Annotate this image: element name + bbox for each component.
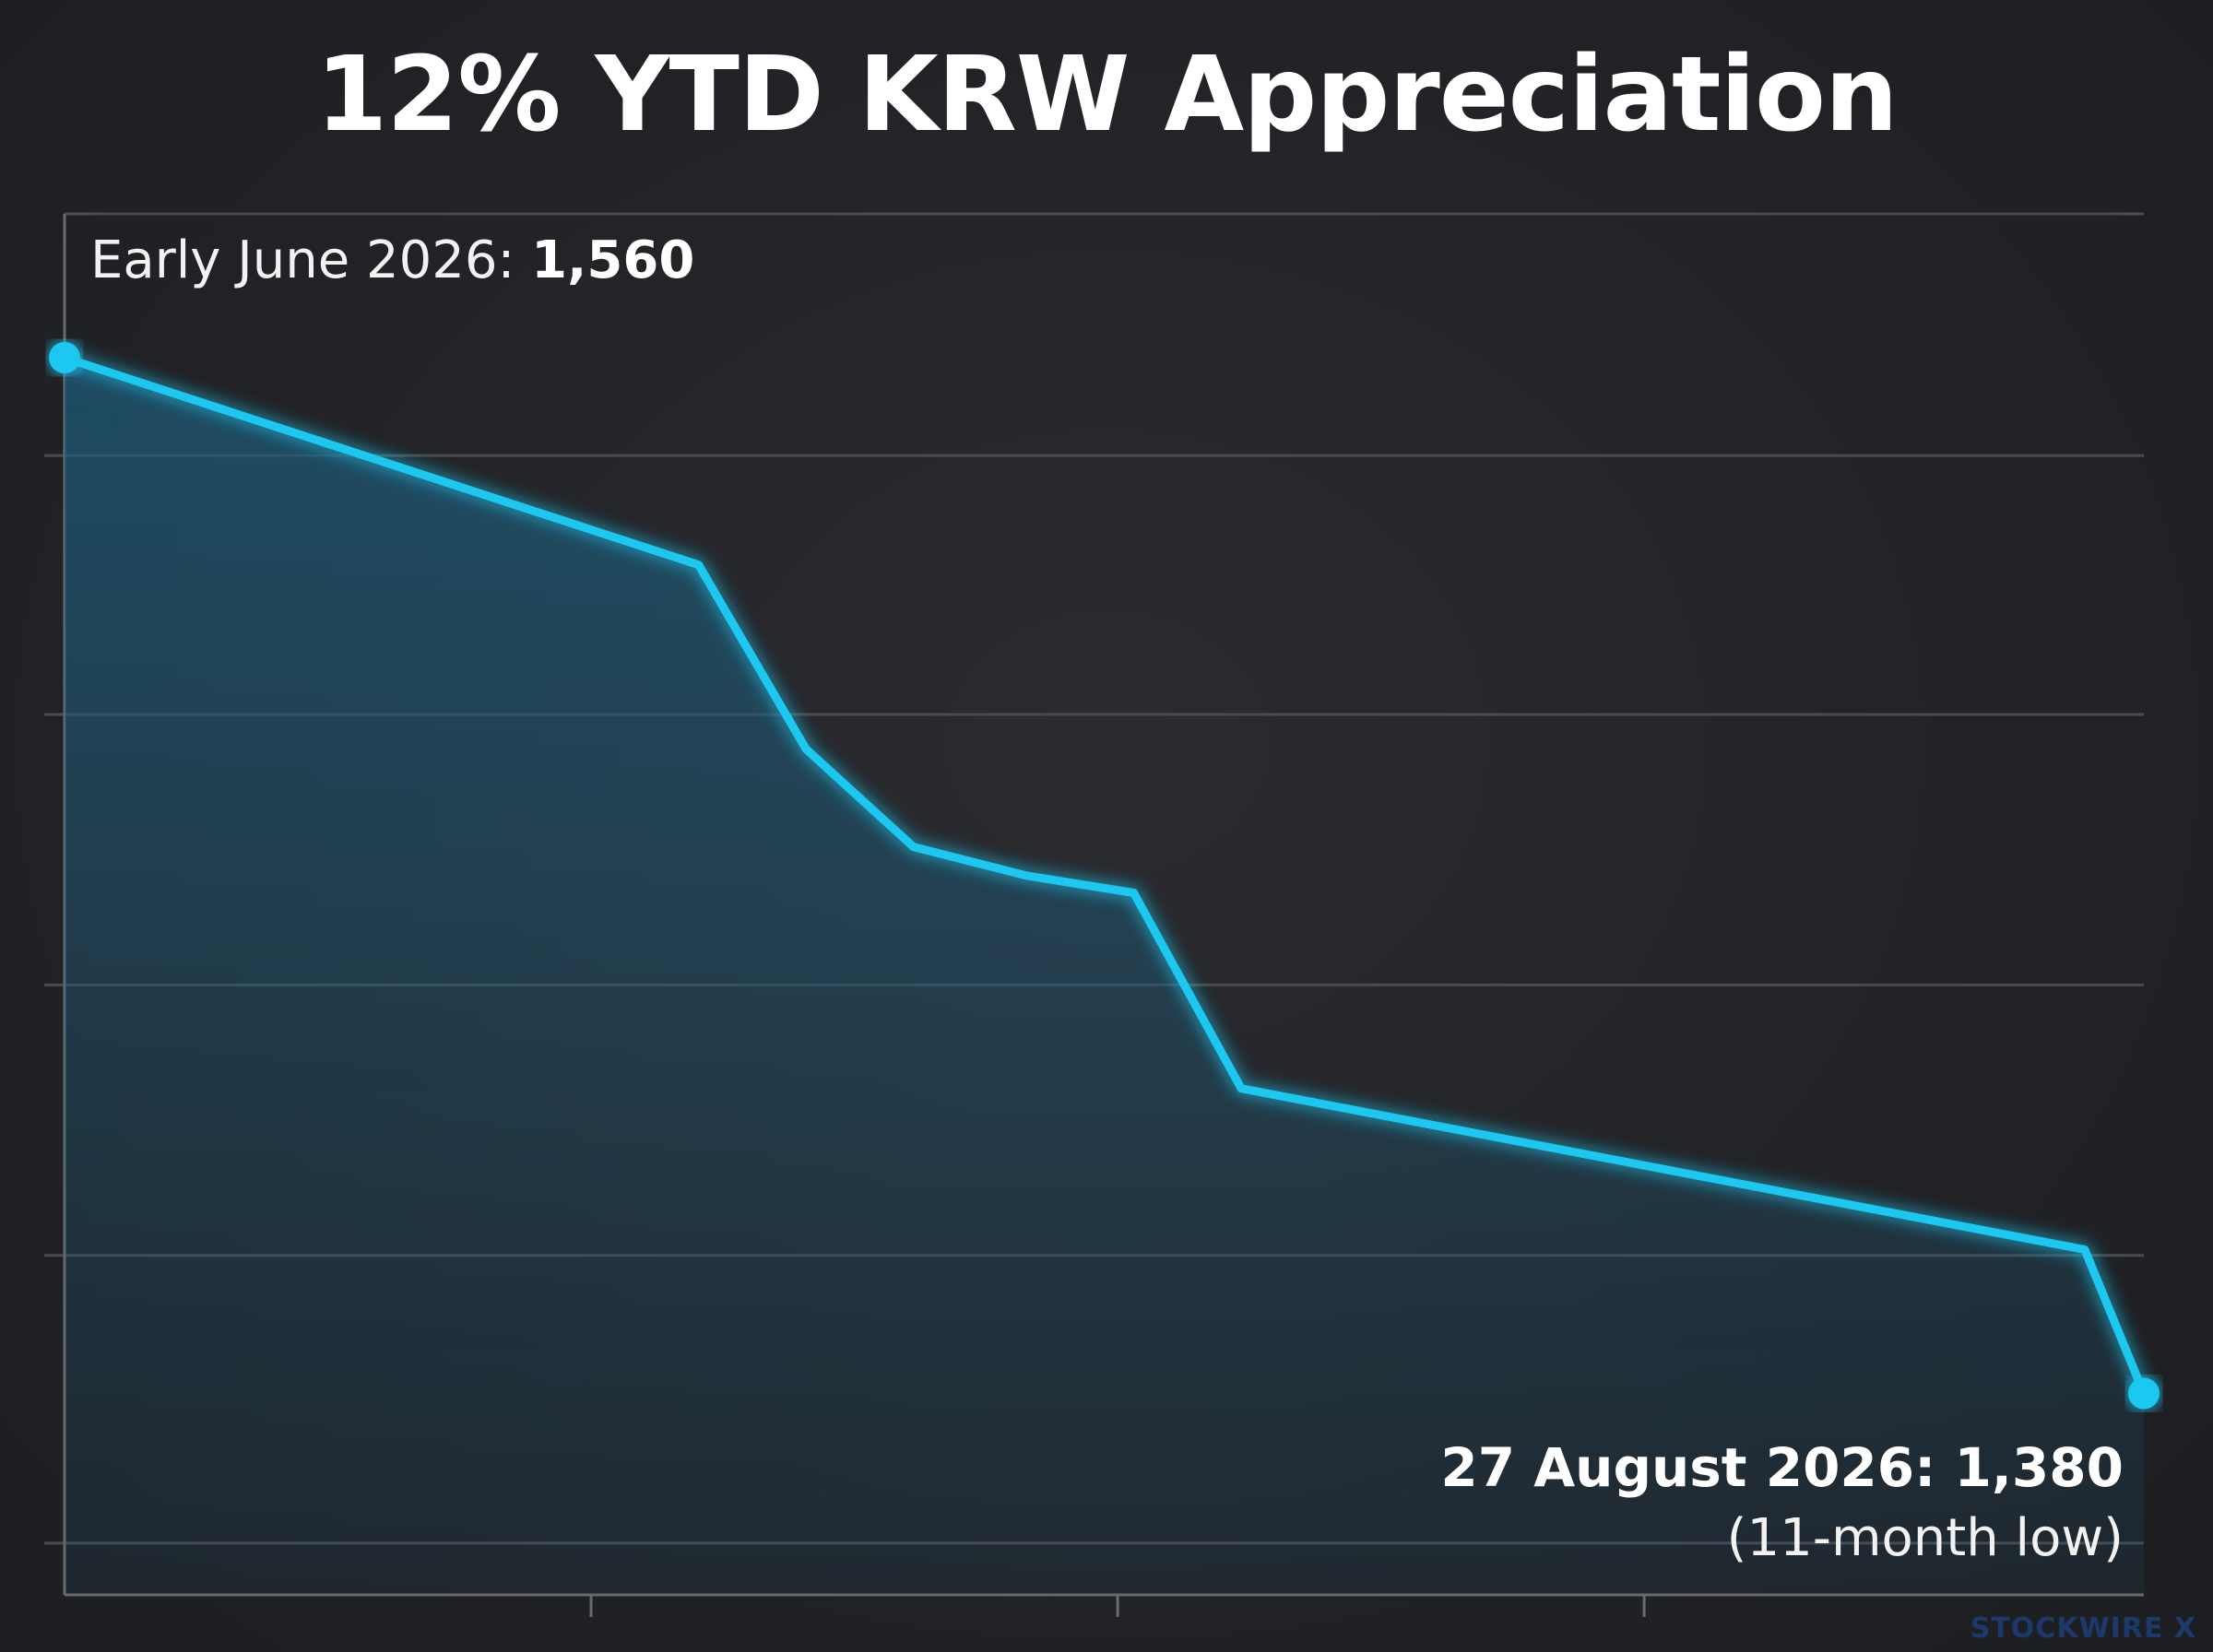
start-annotation: Early June 2026: 1,560 — [90, 230, 694, 290]
chart-title: 12% YTD KRW Appreciation — [315, 35, 1898, 155]
end-annotation-label: 27 August 2026: 1,380 — [1440, 1436, 2124, 1499]
data-point-8 — [2128, 1377, 2160, 1410]
point-layer — [49, 342, 2160, 1410]
series-area-0 — [65, 358, 2144, 1595]
start-annotation-label: Early June 2026: — [90, 230, 532, 290]
start-annotation-value: 1,560 — [531, 230, 695, 290]
area-layer — [65, 358, 2144, 1595]
line-layer — [60, 353, 2148, 1398]
data-point-0 — [49, 342, 80, 373]
watermark: STOCKWIRE X — [1970, 1612, 2196, 1645]
series-line-0 — [60, 353, 2148, 1398]
end-annotation-note: (11-month low) — [1726, 1508, 2124, 1568]
